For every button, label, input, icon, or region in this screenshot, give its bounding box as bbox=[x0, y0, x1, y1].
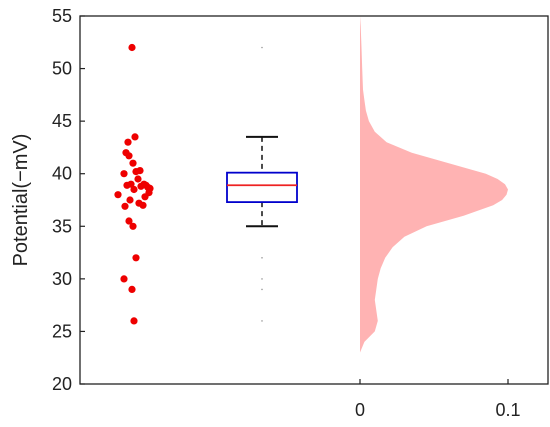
y-tick-label: 20 bbox=[52, 374, 72, 394]
data-point bbox=[129, 159, 137, 167]
data-point bbox=[136, 167, 144, 175]
data-point bbox=[114, 191, 122, 199]
outlier-marker bbox=[261, 257, 263, 259]
data-point bbox=[128, 43, 136, 52]
outlier-marker bbox=[261, 320, 263, 322]
data-point bbox=[121, 202, 129, 210]
data-point bbox=[128, 285, 136, 293]
data-point bbox=[124, 138, 132, 146]
data-point bbox=[125, 217, 133, 225]
density-area bbox=[360, 16, 508, 353]
y-tick-label: 30 bbox=[52, 269, 72, 289]
y-tick-label: 45 bbox=[52, 111, 72, 131]
y-tick-label: 35 bbox=[52, 216, 72, 236]
y-tick-label: 55 bbox=[52, 6, 72, 26]
y-tick-label: 50 bbox=[52, 59, 72, 79]
data-point bbox=[129, 222, 137, 230]
x-tick-label: 0 bbox=[355, 400, 365, 420]
y-axis-label: Potential(−mV) bbox=[10, 134, 32, 267]
points-layer bbox=[114, 43, 154, 325]
outlier-marker bbox=[261, 46, 263, 49]
data-point bbox=[141, 193, 149, 201]
boxplot bbox=[226, 46, 298, 322]
box-iqr bbox=[226, 171, 298, 204]
data-point bbox=[130, 185, 138, 194]
data-point bbox=[120, 170, 128, 178]
x-tick-label: 0.1 bbox=[495, 400, 520, 420]
axes: 20 25 30 35 40 45 50 55 0 0.1 bbox=[52, 6, 549, 420]
data-point bbox=[132, 254, 140, 262]
data-point bbox=[130, 317, 138, 325]
data-point bbox=[137, 182, 145, 190]
data-point bbox=[134, 175, 142, 183]
data-point bbox=[131, 133, 139, 141]
data-point bbox=[139, 201, 147, 209]
y-tick-label: 25 bbox=[52, 321, 72, 341]
data-point bbox=[120, 275, 128, 283]
plot-frame bbox=[79, 15, 549, 385]
data-point bbox=[123, 181, 131, 189]
data-point bbox=[125, 152, 133, 160]
density-layer bbox=[360, 16, 508, 353]
data-point bbox=[126, 196, 134, 204]
outlier-marker bbox=[261, 288, 263, 291]
outlier-marker bbox=[261, 278, 263, 280]
y-tick-label: 40 bbox=[52, 164, 72, 184]
